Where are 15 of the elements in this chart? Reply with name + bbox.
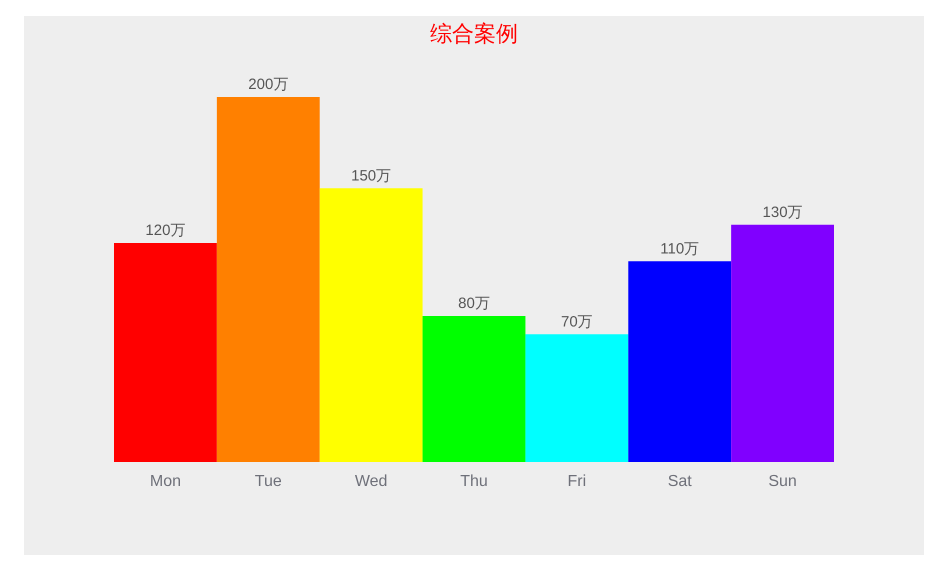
x-tick-label: Thu bbox=[460, 473, 488, 490]
x-tick-label: Mon bbox=[150, 473, 181, 490]
x-tick-label: Fri bbox=[568, 473, 586, 490]
data-label: 110万 bbox=[660, 240, 700, 258]
chart-title: 综合案例 bbox=[430, 21, 518, 46]
x-tick-label: Wed bbox=[354, 473, 388, 490]
x-tick-label: Sat bbox=[668, 473, 692, 490]
data-label: 70万 bbox=[561, 313, 593, 330]
data-label: 120万 bbox=[145, 222, 186, 239]
data-label: 150万 bbox=[351, 167, 392, 184]
data-label: 130万 bbox=[762, 204, 803, 221]
x-tick-label: Sun bbox=[768, 473, 797, 490]
data-label: 80万 bbox=[458, 295, 490, 312]
data-label: 200万 bbox=[248, 76, 288, 93]
x-tick-label: Tue bbox=[254, 473, 282, 490]
